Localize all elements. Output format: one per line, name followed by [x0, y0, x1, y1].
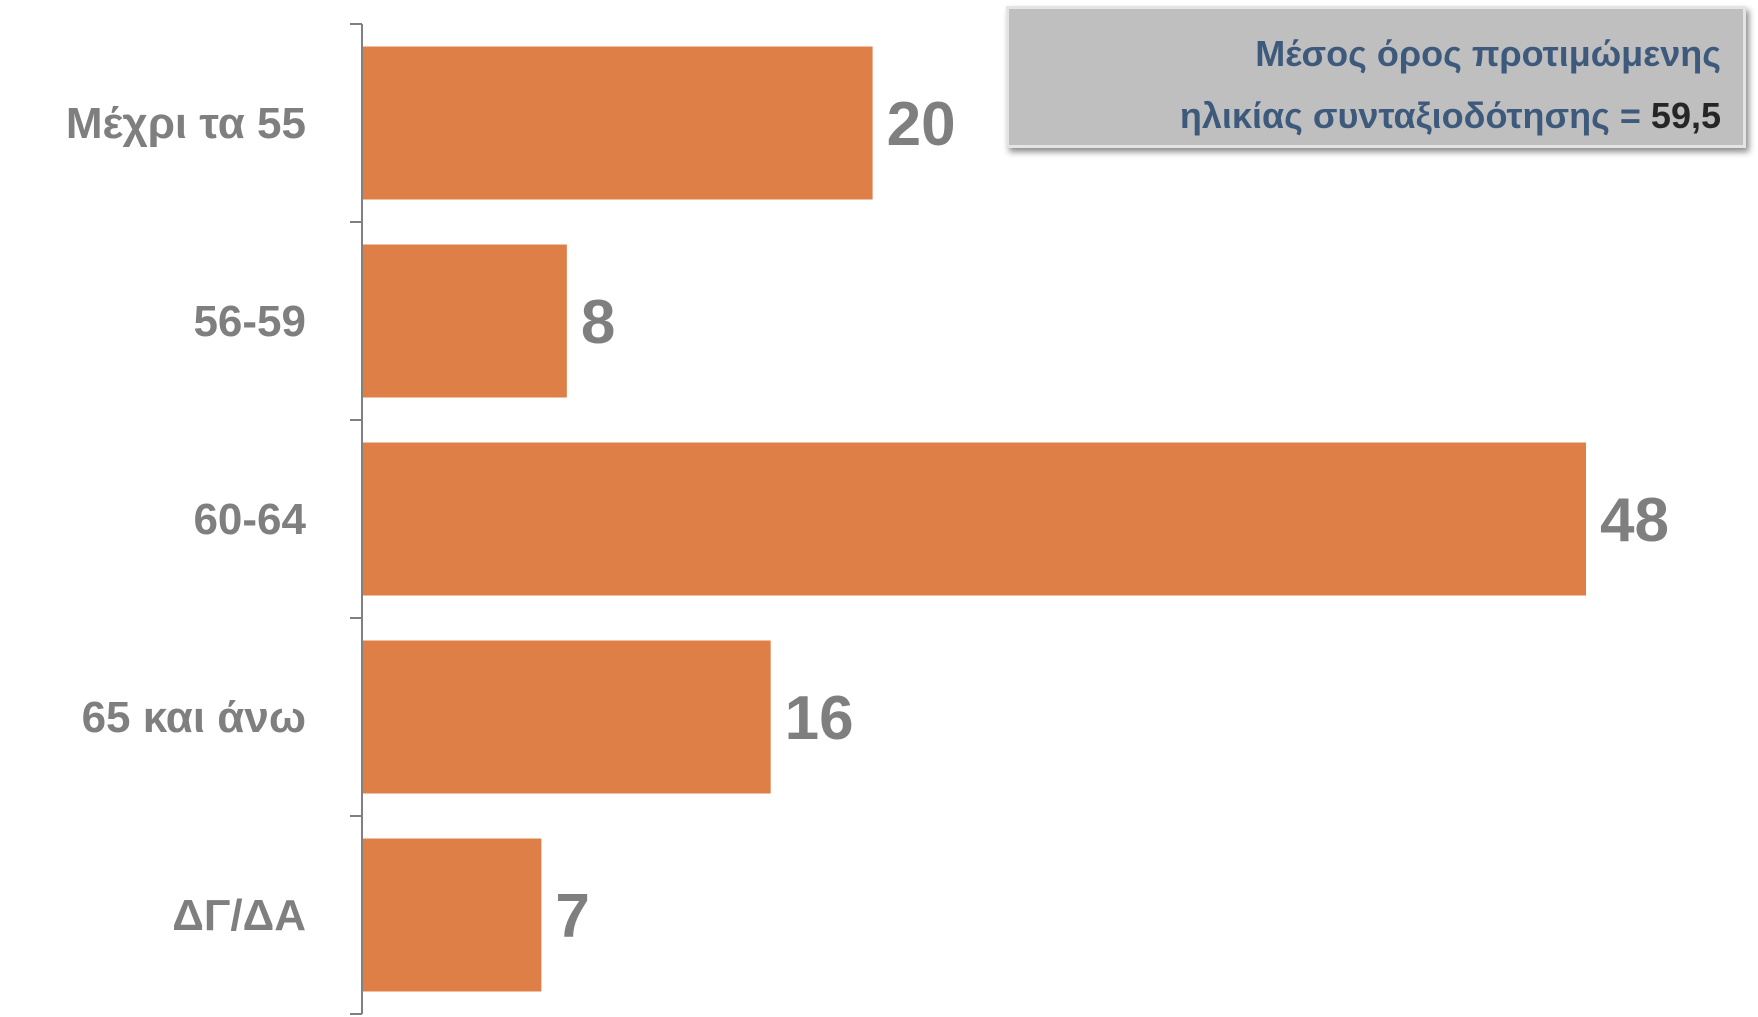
- value-label: 20: [887, 90, 956, 159]
- average-annotation-prefix: ηλικίας συνταξιοδότησης =: [1179, 95, 1651, 136]
- value-labels: 20 8 48 16 7: [555, 90, 1669, 951]
- bars: [363, 46, 1587, 992]
- average-annotation-line1: Μέσος όρος προτιμώμενης: [1255, 33, 1721, 74]
- bar: [363, 442, 1587, 596]
- category-labels: Μέχρι τα 55 56-59 60-64 65 και άνω ΔΓ/ΔΑ: [66, 99, 307, 940]
- value-label: 16: [785, 684, 854, 753]
- category-label: Μέχρι τα 55: [66, 99, 306, 148]
- average-annotation-box: Μέσος όρος προτιμώμενης ηλικίας συνταξιο…: [1006, 6, 1746, 148]
- category-label: 65 και άνω: [82, 693, 306, 742]
- bar: [363, 244, 567, 398]
- value-label: 48: [1600, 486, 1669, 555]
- average-annotation-value: 59,5: [1650, 95, 1721, 136]
- category-label: ΔΓ/ΔΑ: [172, 891, 306, 940]
- category-label: 60-64: [193, 495, 306, 544]
- category-axis: [350, 23, 363, 1015]
- bar: [363, 640, 771, 794]
- value-label: 7: [555, 882, 589, 951]
- category-label: 56-59: [193, 297, 306, 346]
- bar: [363, 46, 873, 200]
- value-label: 8: [581, 288, 615, 357]
- average-annotation-line2: ηλικίας συνταξιοδότησης = 59,5: [1009, 85, 1721, 147]
- bar: [363, 838, 542, 992]
